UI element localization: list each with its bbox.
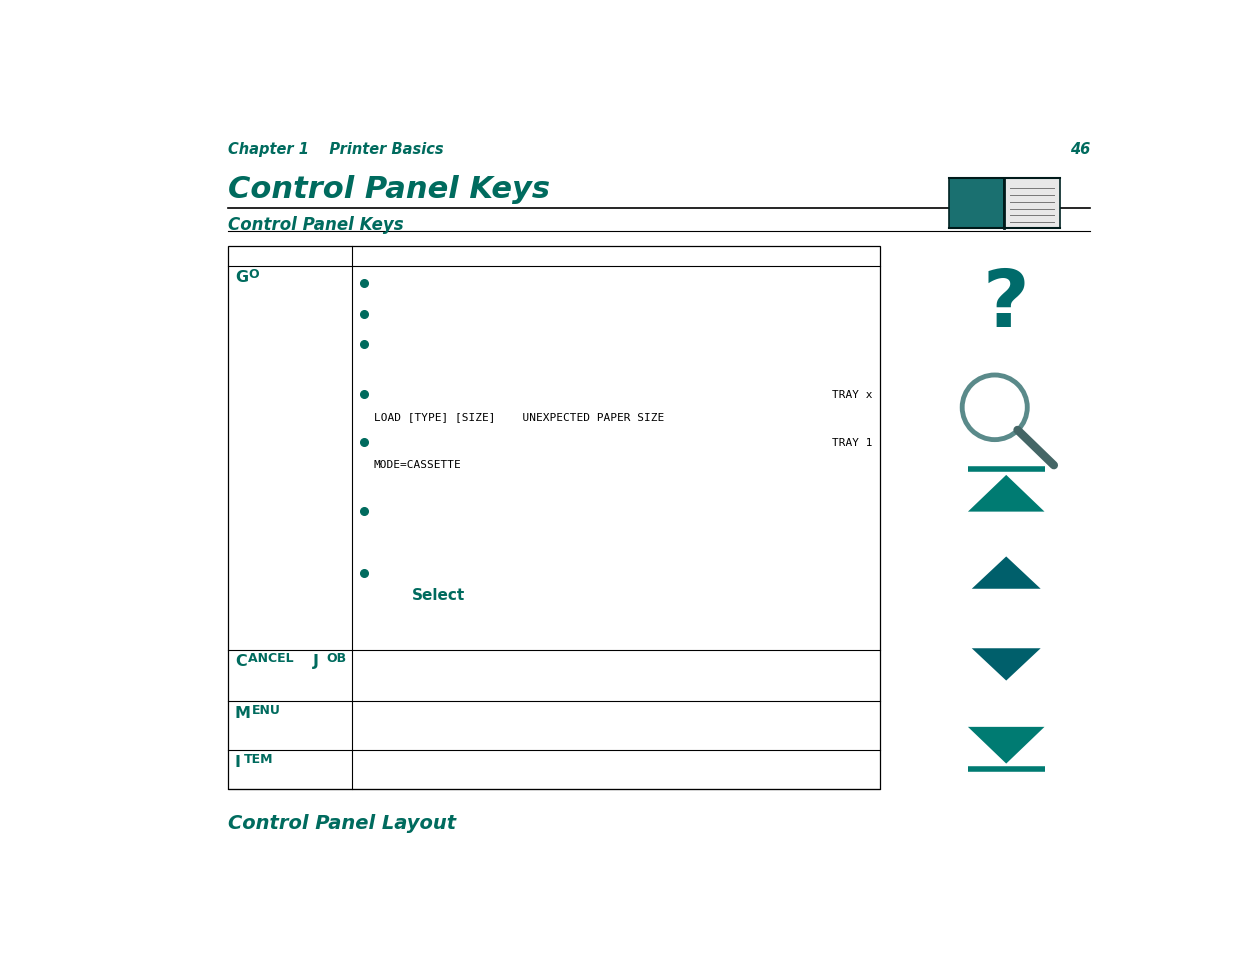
Text: Chapter 1    Printer Basics: Chapter 1 Printer Basics xyxy=(228,142,443,157)
FancyBboxPatch shape xyxy=(948,179,1004,229)
Bar xyxy=(228,247,879,789)
Text: 46: 46 xyxy=(1071,142,1091,157)
Text: OB: OB xyxy=(326,652,347,664)
Text: ANCEL: ANCEL xyxy=(248,652,298,664)
Text: TEM: TEM xyxy=(243,752,273,765)
Text: MODE=CASSETTE: MODE=CASSETTE xyxy=(373,459,462,470)
Text: TRAY 1: TRAY 1 xyxy=(831,437,872,448)
Polygon shape xyxy=(972,649,1041,680)
Text: G: G xyxy=(235,270,248,285)
FancyBboxPatch shape xyxy=(1004,179,1060,229)
Text: ?: ? xyxy=(983,266,1030,344)
Text: Control Panel Keys: Control Panel Keys xyxy=(228,215,404,233)
Ellipse shape xyxy=(962,375,1028,440)
Text: Control Panel Layout: Control Panel Layout xyxy=(228,813,456,832)
Text: J: J xyxy=(314,654,320,669)
Text: C: C xyxy=(235,654,247,669)
Polygon shape xyxy=(972,557,1041,589)
Text: Control Panel Keys: Control Panel Keys xyxy=(228,174,550,204)
Text: M: M xyxy=(235,705,251,720)
Text: TRAY x: TRAY x xyxy=(831,390,872,400)
Polygon shape xyxy=(968,727,1045,763)
Text: LOAD [TYPE] [SIZE]    UNEXPECTED PAPER SIZE: LOAD [TYPE] [SIZE] UNEXPECTED PAPER SIZE xyxy=(373,412,663,422)
Text: O: O xyxy=(248,268,259,281)
Text: Select: Select xyxy=(411,588,466,603)
Text: I: I xyxy=(235,754,241,769)
Text: ENU: ENU xyxy=(252,703,280,716)
Polygon shape xyxy=(968,476,1045,512)
